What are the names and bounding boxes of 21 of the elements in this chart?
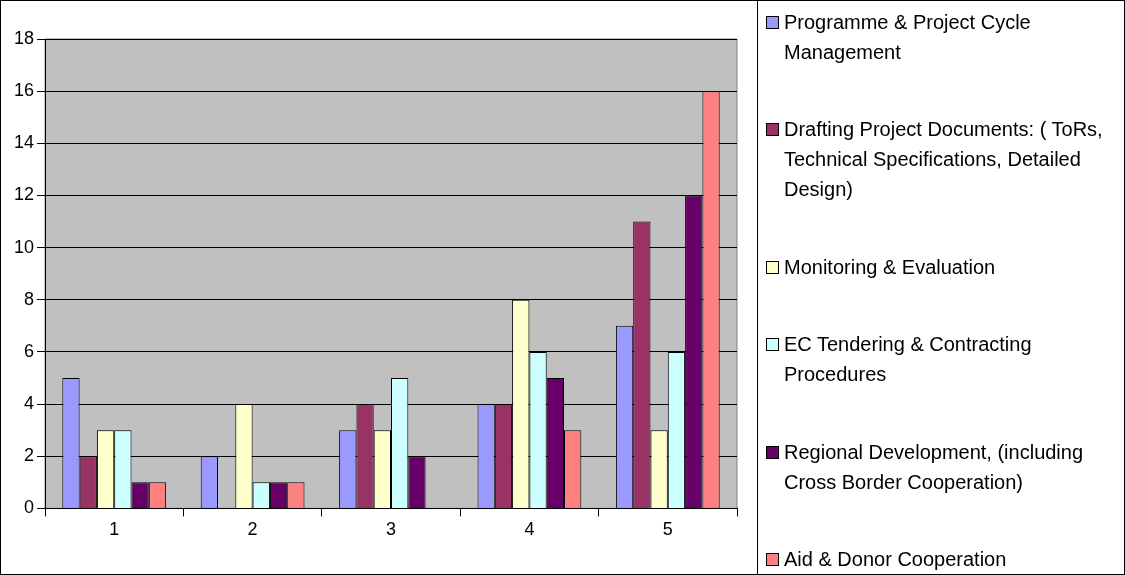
y-tick-label: 8: [24, 288, 35, 309]
legend-label: EC Tendering & Contracting Procedures: [784, 332, 1033, 388]
y-tick-label: 18: [13, 27, 35, 48]
x-tick-label: 2: [247, 519, 258, 540]
y-tick-label: 6: [24, 340, 35, 361]
legend-label: Monitoring & Evaluation: [784, 254, 996, 280]
y-tick-label: 4: [24, 393, 35, 414]
legend-label: Regional Development, (including Cross Border Cooperation): [784, 439, 1085, 495]
x-tick-label: 5: [662, 519, 673, 540]
y-tick-label: 14: [13, 132, 35, 153]
legend-label: Aid & Donor Cooperation: [784, 546, 1007, 572]
legend-label: Programme & Project Cycle Management: [784, 10, 1032, 65]
x-tick-label: 4: [524, 519, 535, 540]
y-tick-label: 0: [24, 497, 35, 518]
y-tick-label: 12: [13, 184, 35, 205]
x-tick-label: 1: [109, 519, 120, 540]
y-tick-label: 10: [13, 236, 35, 257]
y-tick-label: 16: [13, 80, 35, 101]
x-tick-label: 3: [386, 519, 397, 540]
y-tick-label: 2: [24, 445, 35, 466]
legend-label: Drafting Project Documents: ( ToRs, Technical Specifications, Detailed Design): [784, 117, 1104, 203]
